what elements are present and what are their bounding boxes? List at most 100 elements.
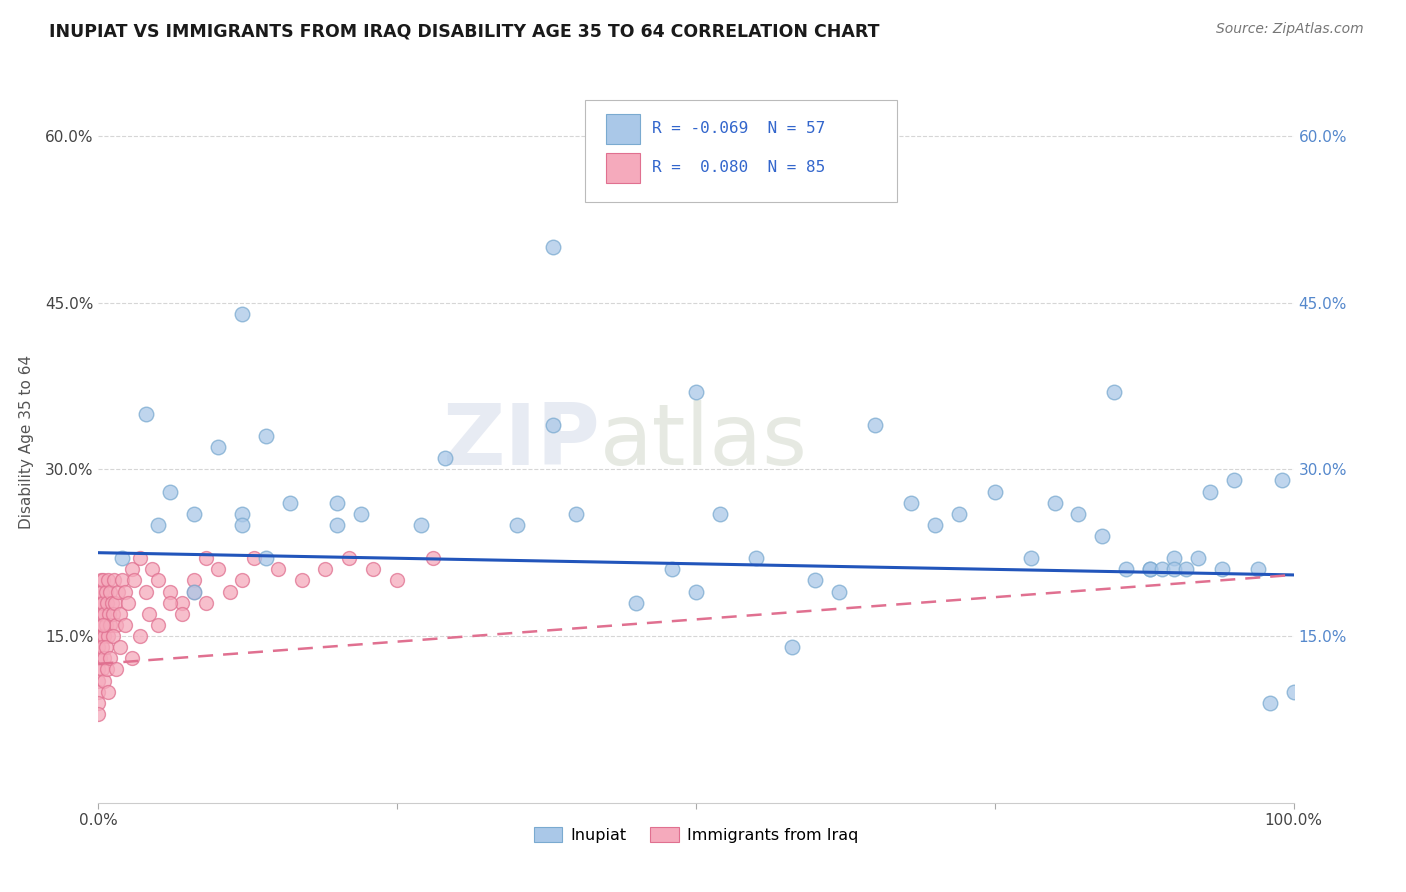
- Text: R =  0.080  N = 85: R = 0.080 N = 85: [652, 161, 825, 175]
- Point: [87, 629, 110, 643]
- Point: [159, 584, 181, 599]
- Point: [108, 607, 131, 621]
- Point: [865, 417, 887, 432]
- Point: [1258, 696, 1281, 710]
- Point: [243, 551, 266, 566]
- Point: [111, 574, 134, 588]
- Point: [124, 574, 146, 588]
- Point: [326, 517, 349, 532]
- Point: [90, 618, 112, 632]
- Point: [172, 596, 194, 610]
- Point: [87, 696, 110, 710]
- Point: [565, 507, 588, 521]
- Point: [93, 607, 115, 621]
- Point: [159, 484, 181, 499]
- Point: [1282, 684, 1305, 698]
- FancyBboxPatch shape: [585, 100, 897, 202]
- Text: R = -0.069  N = 57: R = -0.069 N = 57: [652, 121, 825, 136]
- Point: [105, 662, 128, 676]
- Point: [183, 584, 205, 599]
- Point: [97, 684, 120, 698]
- Point: [1115, 562, 1137, 576]
- Point: [541, 240, 564, 254]
- Point: [219, 584, 242, 599]
- Point: [96, 596, 118, 610]
- Point: [121, 651, 143, 665]
- Point: [90, 596, 112, 610]
- Point: [98, 618, 122, 632]
- Point: [254, 551, 277, 566]
- Point: [98, 584, 122, 599]
- Point: [1019, 551, 1042, 566]
- Point: [1139, 562, 1161, 576]
- Y-axis label: Disability Age 35 to 64: Disability Age 35 to 64: [18, 354, 34, 529]
- Point: [100, 596, 122, 610]
- Point: [1175, 562, 1198, 576]
- Point: [98, 651, 122, 665]
- Point: [111, 551, 134, 566]
- Point: [231, 507, 253, 521]
- Point: [195, 596, 218, 610]
- Point: [363, 562, 385, 576]
- Point: [87, 596, 110, 610]
- Point: [804, 574, 827, 588]
- Point: [780, 640, 803, 655]
- Point: [1187, 551, 1209, 566]
- Point: [948, 507, 970, 521]
- Point: [231, 307, 253, 321]
- Point: [148, 574, 170, 588]
- Point: [1139, 562, 1161, 576]
- Point: [89, 651, 111, 665]
- Point: [89, 629, 111, 643]
- Point: [1211, 562, 1233, 576]
- Point: [1067, 507, 1090, 521]
- Point: [138, 607, 160, 621]
- Point: [924, 517, 946, 532]
- Point: [87, 673, 110, 688]
- Point: [107, 584, 129, 599]
- Text: atlas: atlas: [600, 400, 808, 483]
- Point: [117, 596, 139, 610]
- Point: [91, 662, 114, 676]
- Point: [1152, 562, 1174, 576]
- Point: [93, 629, 115, 643]
- Point: [98, 607, 121, 621]
- Point: [91, 584, 114, 599]
- Point: [626, 596, 648, 610]
- Point: [91, 607, 114, 621]
- Point: [315, 562, 337, 576]
- Point: [231, 517, 253, 532]
- Point: [506, 517, 529, 532]
- Point: [207, 562, 229, 576]
- Point: [541, 417, 564, 432]
- Point: [183, 574, 205, 588]
- Point: [108, 640, 131, 655]
- Point: [105, 618, 128, 632]
- Bar: [606, 153, 640, 183]
- Point: [1091, 529, 1114, 543]
- Point: [685, 584, 707, 599]
- Point: [984, 484, 1007, 499]
- Point: [90, 574, 112, 588]
- Text: INUPIAT VS IMMIGRANTS FROM IRAQ DISABILITY AGE 35 TO 64 CORRELATION CHART: INUPIAT VS IMMIGRANTS FROM IRAQ DISABILI…: [49, 22, 880, 40]
- Point: [97, 574, 120, 588]
- Point: [141, 562, 163, 576]
- Point: [114, 618, 136, 632]
- Point: [207, 440, 229, 454]
- Point: [1163, 551, 1185, 566]
- Point: [709, 507, 731, 521]
- Point: [94, 640, 117, 655]
- Point: [1043, 496, 1066, 510]
- Point: [97, 629, 120, 643]
- Text: ZIP: ZIP: [443, 400, 600, 483]
- Point: [254, 429, 277, 443]
- Point: [89, 584, 111, 599]
- Point: [745, 551, 768, 566]
- Point: [172, 607, 194, 621]
- Text: Source: ZipAtlas.com: Source: ZipAtlas.com: [1216, 22, 1364, 37]
- Point: [1199, 484, 1222, 499]
- Point: [183, 507, 205, 521]
- Point: [589, 151, 612, 165]
- Point: [129, 629, 152, 643]
- Point: [411, 517, 433, 532]
